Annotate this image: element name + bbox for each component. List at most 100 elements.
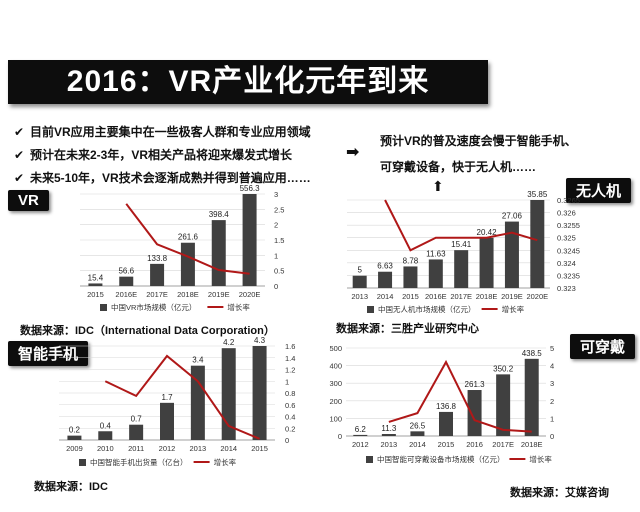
legend-swatch-bar — [366, 456, 373, 463]
source-phone: 数据来源：IDC — [34, 481, 108, 493]
data-label: 8.78 — [403, 256, 419, 265]
x-tick-label: 2013 — [351, 292, 368, 301]
growth-line — [104, 354, 260, 440]
bar — [98, 431, 113, 440]
x-tick-label: 2016 — [466, 440, 483, 449]
y2-tick-label: 0.3235 — [557, 271, 580, 280]
source-vr: 数据来源：IDC（International Data Corporation） — [20, 325, 275, 337]
check-icon: ✔ — [14, 148, 25, 162]
bar — [353, 434, 368, 436]
y2-tick-label: 0.326 — [557, 209, 576, 218]
bar — [381, 434, 396, 436]
bullet-list: ✔ 目前VR应用主要集中在一些极客人群和专业应用领域 ✔ 预计在未来2-3年，VR相… — [14, 121, 311, 190]
growth-line — [384, 199, 538, 252]
data-label: 438.5 — [522, 349, 543, 358]
bar — [439, 411, 453, 436]
arrow-up-icon: ⬆ — [432, 178, 444, 194]
y2-tick-label: 0 — [550, 432, 554, 441]
y-tick-label: 100 — [329, 414, 342, 423]
x-tick-label: 2011 — [128, 444, 144, 453]
bullet-item: ✔ 目前VR应用主要集中在一些极客人群和专业应用领域 — [14, 121, 311, 144]
x-tick-label: 2016E — [425, 292, 447, 301]
bar — [150, 263, 165, 286]
data-label: 398.4 — [209, 210, 230, 219]
bullet-item: ✔ 预计在未来2-3年，VR相关产品将迎来爆发式增长 — [14, 144, 311, 167]
bar — [467, 390, 482, 436]
y2-tick-label: 0.323 — [557, 284, 576, 293]
y2-tick-label: 5 — [550, 344, 554, 353]
bar — [252, 346, 267, 440]
y-tick-label: 200 — [329, 397, 342, 406]
x-tick-label: 2015 — [251, 444, 268, 453]
bullet-text: 未来5-10年，VR技术会逐渐成熟并得到普遍应用…… — [30, 171, 311, 185]
x-tick-label: 2017E — [450, 292, 472, 301]
legend-swatch-bar — [367, 306, 374, 313]
x-tick-label: 2010 — [97, 444, 114, 453]
data-label: 11.3 — [381, 424, 397, 433]
prediction-text: 预计VR的普及速度会慢于智能手机、 可穿戴设备，快于无人机…… — [380, 128, 577, 180]
y2-tick-label: 1.5 — [274, 236, 284, 245]
data-label: 136.8 — [436, 402, 457, 411]
data-label: 0.4 — [100, 421, 112, 430]
x-tick-label: 2013 — [190, 444, 207, 453]
bar — [129, 424, 144, 440]
y2-tick-label: 1 — [274, 251, 278, 260]
title-bar: 2016：VR产业化元年到来 — [8, 60, 488, 104]
data-label: 133.8 — [147, 254, 168, 263]
x-tick-label: 2020E — [526, 292, 548, 301]
y2-tick-label: 0.4 — [285, 413, 295, 422]
x-tick-label: 2014 — [377, 292, 394, 301]
bar — [160, 402, 174, 440]
x-tick-label: 2012 — [352, 440, 369, 449]
legend-label-line: 增长率 — [227, 302, 250, 312]
bar — [410, 431, 425, 436]
bullet-item: ✔ 未来5-10年，VR技术会逐渐成熟并得到普遍应用…… — [14, 167, 311, 190]
y2-tick-label: 0.3245 — [557, 246, 580, 255]
x-tick-label: 2018E — [521, 440, 543, 449]
data-label: 4.3 — [254, 336, 266, 345]
y2-tick-label: 0.6 — [285, 401, 295, 410]
y2-tick-label: 0.3255 — [557, 221, 580, 230]
legend-swatch-bar — [79, 459, 86, 466]
bar — [119, 276, 134, 286]
legend-label-bar: 中国无人机市场规模（亿元） — [378, 304, 476, 314]
data-label: 26.5 — [410, 421, 426, 430]
y2-tick-label: 1.4 — [285, 354, 295, 363]
data-label: 261.3 — [465, 380, 486, 389]
legend-label-line: 增长率 — [529, 454, 552, 464]
x-tick-label: 2009 — [66, 444, 83, 453]
legend-label-bar: 中国VR市场规模（亿元） — [111, 302, 196, 312]
y2-tick-label: 3 — [550, 379, 554, 388]
y2-tick-label: 2.5 — [274, 205, 284, 214]
y-tick-label: 500 — [329, 344, 342, 353]
x-tick-label: 2012 — [159, 444, 176, 453]
bar — [242, 194, 257, 286]
check-icon: ✔ — [14, 125, 25, 139]
bar — [504, 221, 519, 288]
data-label: 5 — [357, 266, 362, 275]
bar — [88, 283, 103, 286]
x-tick-label: 2016E — [115, 290, 137, 299]
legend-label-line: 增长率 — [214, 457, 237, 467]
data-label: 6.63 — [377, 262, 393, 271]
y2-tick-label: 0.2 — [285, 424, 295, 433]
bullet-text: 目前VR应用主要集中在一些极客人群和专业应用领域 — [30, 125, 311, 139]
x-tick-label: 2018E — [177, 290, 199, 299]
x-tick-label: 2017E — [146, 290, 168, 299]
data-label: 15.4 — [88, 273, 104, 282]
x-tick-label: 2019E — [501, 292, 523, 301]
x-tick-label: 2015 — [87, 290, 104, 299]
arrow-right-icon: ➡ — [346, 144, 360, 161]
bar — [530, 200, 545, 288]
bar — [190, 365, 205, 440]
legend-label-bar: 中国智能可穿戴设备市场规模（亿元） — [377, 454, 505, 464]
page-title: 2016：VR产业化元年到来 — [66, 65, 430, 98]
bar — [211, 220, 226, 286]
bar — [403, 266, 418, 288]
x-tick-label: 2014 — [409, 440, 426, 449]
vr-chart: 0 0.5 1 1.5 2 2.5 3 15.4 2015 56.6 2016E 133.8 2017E… — [80, 184, 284, 312]
y2-tick-label: 0.5 — [274, 267, 284, 276]
bar — [352, 275, 367, 288]
x-tick-label: 2019E — [208, 290, 230, 299]
source-wearable: 数据来源：艾媒咨询 — [510, 487, 609, 499]
